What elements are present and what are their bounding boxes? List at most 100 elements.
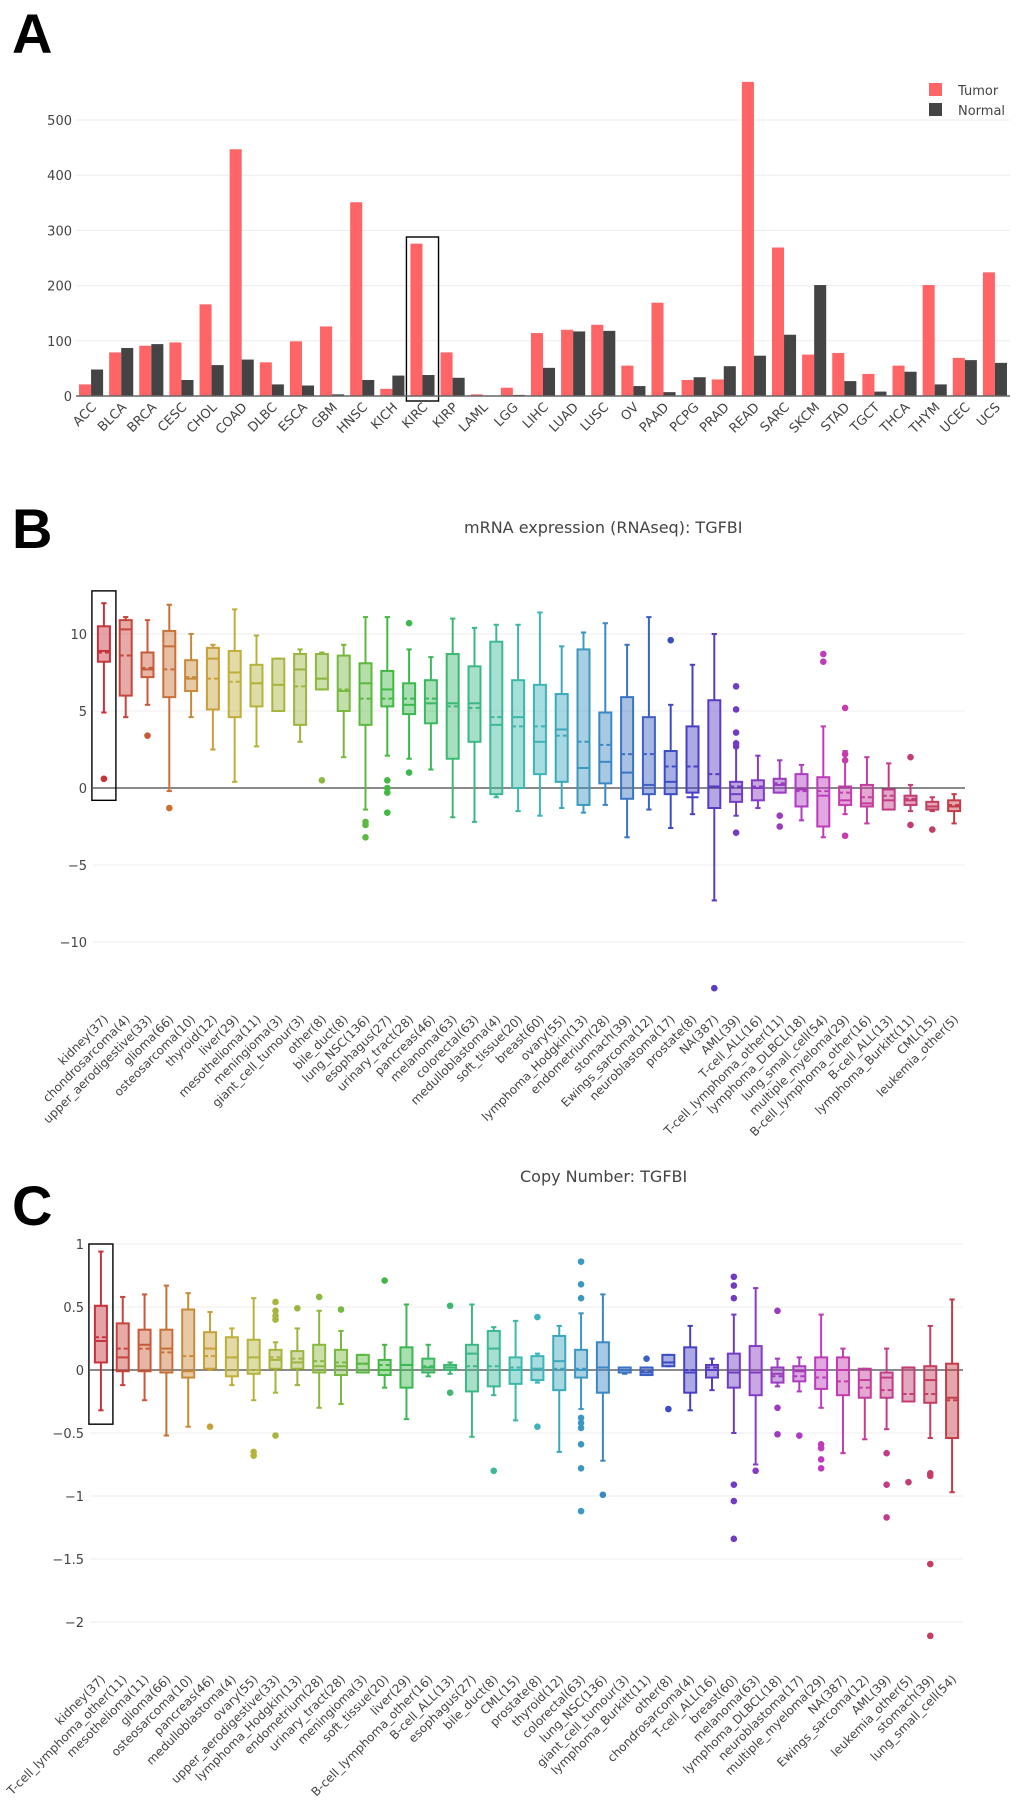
outlier-point <box>730 1282 738 1289</box>
x-tick-label: COAD <box>213 400 250 437</box>
x-tick-label: UCS <box>974 400 1004 430</box>
box-group <box>511 623 526 813</box>
box-group <box>901 1366 916 1486</box>
box-group <box>227 608 242 783</box>
box-iqr <box>96 625 111 663</box>
box-iqr <box>770 1366 785 1384</box>
box-group <box>399 1303 414 1421</box>
box-iqr <box>554 693 569 783</box>
outlier-point <box>534 1423 541 1430</box>
box-group <box>772 759 787 830</box>
box-group <box>663 636 678 830</box>
bar-tumor <box>79 384 92 396</box>
outlier-point <box>820 650 827 658</box>
box-iqr <box>816 776 831 828</box>
outlier-point <box>599 1491 607 1499</box>
x-tick-label: LUAD <box>547 400 582 435</box>
bar-normal <box>271 384 284 396</box>
chart-c-copy-number-boxplot: −2−1.5−1−0.500.51kidney(37)T-cell_lympho… <box>4 1238 963 1799</box>
x-tick-label: TGCT <box>847 400 883 436</box>
outlier-point <box>250 1452 257 1459</box>
box-iqr <box>792 1365 807 1383</box>
bar-tumor <box>922 285 935 396</box>
box-group <box>838 704 853 840</box>
outlier-point <box>166 804 173 812</box>
outlier-point <box>315 1293 323 1301</box>
outlier-point <box>841 832 849 840</box>
box-group <box>336 643 351 759</box>
outlier-point <box>577 1464 585 1472</box>
outlier-point <box>446 1389 454 1396</box>
bar-tumor <box>109 352 122 396</box>
box-group <box>312 1293 327 1409</box>
chart-c-title: Copy Number: TGFBI <box>520 1167 688 1186</box>
x-tick-label: READ <box>727 400 763 436</box>
y-tick-label: −2 <box>65 1616 84 1631</box>
x-tick-label: LUSC <box>578 400 612 434</box>
outlier-point <box>667 636 674 644</box>
box-group <box>271 657 286 712</box>
bar-tumor <box>591 324 604 396</box>
outlier-point <box>577 1258 585 1265</box>
x-tick-label: CESC <box>155 400 190 435</box>
box-group <box>508 1319 523 1422</box>
box-group <box>707 633 722 992</box>
x-tick-label: THYM <box>906 400 943 437</box>
outlier-point <box>337 1306 345 1313</box>
box-iqr <box>748 1345 763 1397</box>
box-group <box>748 1287 763 1475</box>
y-tick-label: 100 <box>47 335 72 350</box>
box-iqr <box>314 653 329 691</box>
outlier-point <box>817 1464 825 1472</box>
box-group <box>293 648 308 743</box>
x-tick-label: OV <box>618 400 642 424</box>
outlier-point <box>732 706 740 713</box>
box-group <box>814 1313 829 1472</box>
legend-swatch-tumor <box>929 83 942 96</box>
highlight-box <box>88 1243 114 1425</box>
bar-normal <box>934 384 947 396</box>
box-iqr <box>312 1343 327 1374</box>
outlier-point <box>405 769 413 776</box>
outlier-point <box>381 1277 388 1284</box>
bar-normal <box>301 385 315 396</box>
outlier-point <box>883 1481 890 1488</box>
box-iqr <box>159 1328 174 1374</box>
x-tick-label: T-cell_lymphoma_other(11) <box>4 1672 130 1798</box>
box-iqr <box>140 651 155 679</box>
box-group <box>816 650 831 839</box>
bar-tumor <box>350 202 363 396</box>
outlier-point <box>362 821 369 829</box>
box-iqr <box>901 1366 916 1403</box>
bar-tumor <box>500 387 513 396</box>
box-group <box>333 1306 348 1406</box>
box-iqr <box>162 629 177 699</box>
box-group <box>314 651 329 784</box>
bar-tumor <box>320 326 333 396</box>
bar-normal <box>663 392 676 396</box>
bar-tumor <box>380 388 393 396</box>
outlier-point <box>643 1355 650 1362</box>
outlier-point <box>774 1430 781 1438</box>
box-group <box>947 793 962 825</box>
box-iqr <box>859 783 874 808</box>
box-group <box>443 1302 458 1396</box>
box-group <box>159 1284 174 1437</box>
outlier-point <box>841 756 849 764</box>
box-group <box>685 663 700 816</box>
box-group <box>489 623 504 799</box>
outlier-point <box>272 1316 279 1323</box>
x-tick-label: PAAD <box>637 400 672 435</box>
box-group <box>617 1366 632 1375</box>
box-iqr <box>93 1304 108 1364</box>
box-group <box>532 611 547 817</box>
box-iqr <box>729 780 744 803</box>
box-iqr <box>726 1352 741 1389</box>
outlier-point <box>384 809 391 816</box>
box-group <box>246 1297 261 1459</box>
outlier-point <box>577 1414 585 1422</box>
y-tick-label: −5 <box>68 859 87 874</box>
legend-swatch-normal <box>929 103 942 116</box>
outlier-point <box>318 777 326 784</box>
bar-normal <box>814 285 827 396</box>
